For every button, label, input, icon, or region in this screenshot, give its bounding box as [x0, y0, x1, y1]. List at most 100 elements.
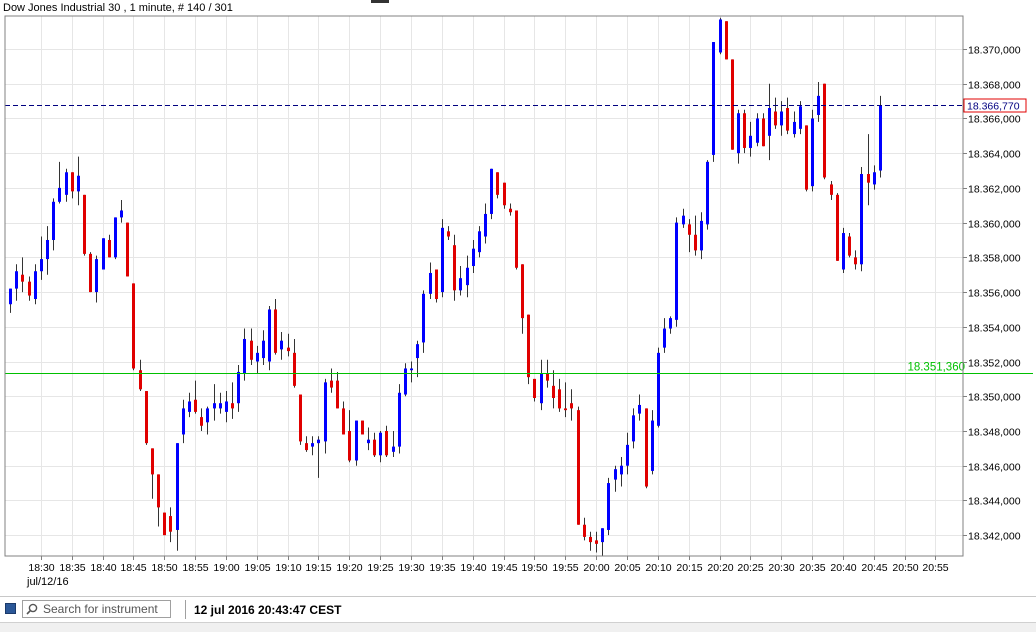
- candle-body: [237, 371, 240, 404]
- y-tick-label: 18.356,000: [968, 288, 1021, 300]
- y-tick-label: 18.342,000: [968, 531, 1021, 543]
- current-price-box: [963, 98, 1027, 113]
- candle: [533, 378, 536, 402]
- y-tick-label: 18.350,000: [968, 392, 1021, 404]
- candle-body: [58, 187, 61, 202]
- candle-body: [256, 352, 259, 362]
- candle-body: [651, 420, 654, 471]
- candle-body: [132, 283, 135, 369]
- candle: [823, 83, 826, 180]
- candle: [632, 408, 635, 449]
- x-tick-label: 18:40: [90, 562, 116, 574]
- candle: [719, 17, 722, 55]
- candle: [725, 21, 728, 60]
- candle-body: [250, 340, 253, 360]
- candle: [385, 425, 388, 458]
- y-tick-label: 18.346,000: [968, 462, 1021, 474]
- candle-body: [645, 408, 648, 487]
- candle: [58, 161, 61, 204]
- candle: [348, 410, 351, 463]
- candle-body: [682, 215, 685, 225]
- candle-body: [243, 338, 246, 374]
- candle-body: [589, 536, 592, 543]
- square-icon[interactable]: [5, 603, 16, 614]
- x-tick-label: 18:30: [28, 562, 54, 574]
- candle: [490, 168, 493, 220]
- candle-body: [867, 174, 870, 183]
- candle-body: [756, 118, 759, 143]
- candle: [373, 432, 376, 458]
- candle: [163, 512, 166, 536]
- y-tick-label: 18.362,000: [968, 184, 1021, 196]
- candle: [132, 283, 135, 371]
- x-tick-label: 20:20: [707, 562, 733, 574]
- candle-body: [422, 293, 425, 343]
- status-bar: 12 jul 2016 20:43:47 CEST: [0, 596, 1036, 623]
- candle: [854, 250, 857, 270]
- candle-body: [200, 417, 203, 426]
- candle: [126, 222, 129, 277]
- candle: [367, 427, 370, 451]
- candle-body: [737, 113, 740, 154]
- candle: [540, 359, 543, 411]
- candle: [243, 328, 246, 381]
- candle: [700, 212, 703, 260]
- search-input[interactable]: [43, 602, 169, 616]
- x-axis: 18:30 18:35 18:40 18:45 18:50 18:55 19:00 19:05…: [28, 556, 949, 574]
- candle: [299, 394, 302, 445]
- candle-body: [114, 217, 117, 258]
- candle: [120, 200, 123, 223]
- candle: [749, 121, 752, 157]
- candle: [15, 264, 18, 301]
- candle-body: [262, 340, 265, 359]
- candle: [305, 436, 308, 452]
- candle-body: [459, 278, 462, 291]
- candle: [577, 406, 580, 525]
- y-tick-label: 18.364,000: [968, 149, 1021, 161]
- candle: [842, 227, 845, 273]
- candle: [811, 109, 814, 192]
- instrument-search[interactable]: [22, 600, 171, 618]
- candle-body: [466, 267, 469, 286]
- candle: [225, 391, 228, 423]
- candle: [429, 262, 432, 300]
- candle: [250, 328, 253, 366]
- x-tick-label: 20:35: [799, 562, 825, 574]
- x-tick-label: 19:50: [521, 562, 547, 574]
- candle-body: [34, 271, 37, 300]
- candle-body: [879, 105, 882, 171]
- x-tick-label: 19:35: [429, 562, 455, 574]
- x-tick-label: 20:15: [676, 562, 702, 574]
- candle: [287, 333, 290, 357]
- candle: [595, 531, 598, 553]
- x-tick-label: 19:00: [213, 562, 239, 574]
- candle: [95, 255, 98, 303]
- candle-body: [21, 274, 24, 282]
- candle: [848, 233, 851, 258]
- candle-body: [823, 83, 826, 178]
- candle: [102, 238, 105, 270]
- candle: [410, 361, 413, 383]
- candle-body: [52, 201, 55, 240]
- candle-body: [317, 439, 320, 444]
- candle-body: [311, 443, 314, 447]
- candle: [638, 394, 641, 421]
- candle-body: [546, 373, 549, 381]
- candle: [311, 436, 314, 456]
- candle-body: [213, 403, 216, 409]
- candle: [762, 113, 765, 147]
- candle-body: [188, 401, 191, 412]
- candle: [817, 81, 820, 122]
- magnifier-icon: [26, 603, 38, 615]
- candle: [521, 264, 524, 334]
- candle-body: [293, 352, 296, 386]
- candle-body: [126, 222, 129, 277]
- candle-body: [361, 420, 364, 435]
- candlestick-chart[interactable]: 18.351,360 18.366,770 18.342,000 18.344,00…: [0, 0, 1036, 596]
- x-tick-label: 19:05: [244, 562, 270, 574]
- candle-body: [552, 385, 555, 398]
- candle-body: [632, 415, 635, 442]
- candle: [151, 448, 154, 499]
- candle: [71, 172, 74, 199]
- chart-title-bar: Dow Jones Industrial 30 , 1 minute, # 14…: [0, 0, 1036, 16]
